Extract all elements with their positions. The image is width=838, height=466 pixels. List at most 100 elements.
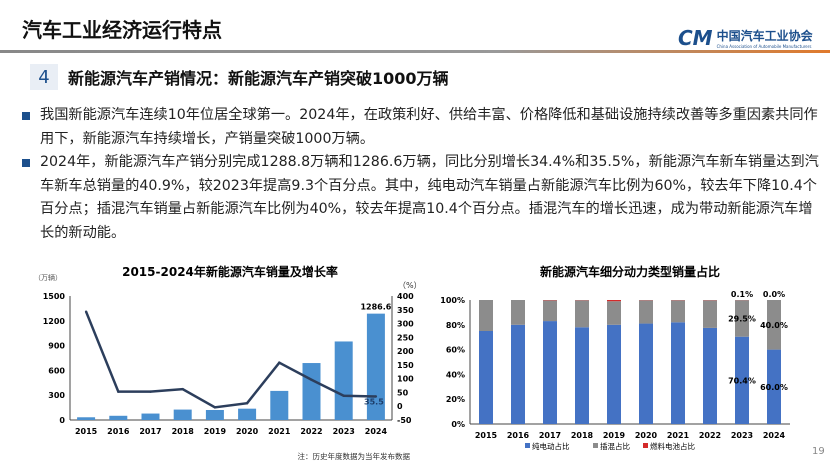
sales-bar: [205, 409, 224, 420]
y2-tick-label: 50: [397, 388, 409, 397]
chart-note: 注：历史年度数据为当年发布数据: [298, 451, 411, 461]
bullet-item: 2024年，新能源汽车产销分别完成1288.8万辆和1286.6万辆，同比分别增…: [20, 151, 820, 245]
data-label: 60.0%: [760, 383, 788, 392]
x-tick-label: 2023: [731, 431, 753, 440]
sales-bar: [302, 363, 321, 420]
section-heading: 4 新能源汽车产销情况：新能源汽车产销突破1000万辆: [30, 64, 449, 90]
legend-label: 纯电动占比: [532, 441, 570, 451]
y2-tick-label: 250: [397, 333, 414, 342]
y-tick-label: 600: [48, 366, 65, 375]
growth-point: [342, 394, 345, 397]
page-number: 19: [812, 446, 825, 457]
share-bar-segment: [479, 331, 493, 424]
share-bar-segment: [639, 300, 653, 324]
growth-point: [310, 378, 313, 381]
sales-bar: [77, 417, 96, 420]
share-bar-segment: [511, 324, 525, 424]
section-title: 新能源汽车产销情况：新能源汽车产销突破1000万辆: [68, 69, 449, 88]
share-bar-segment: [575, 300, 589, 328]
x-tick-label: 2017: [539, 431, 561, 440]
data-label: 40.0%: [760, 321, 788, 330]
share-bar-segment: [607, 300, 621, 302]
logo-cn: 中国汽车工业协会: [716, 29, 813, 43]
share-bar-segment: [703, 300, 717, 328]
share-bar-segment: [511, 300, 525, 325]
y-tick-label: 1200: [43, 317, 66, 326]
y-tick-label: 900: [48, 342, 65, 351]
share-bar-segment: [607, 324, 621, 424]
y-tick-label: 0%: [451, 420, 465, 429]
sales-bar: [238, 408, 257, 420]
share-bar-segment: [671, 322, 685, 424]
chart-title: 新能源汽车细分动力类型销量占比: [540, 264, 720, 279]
share-bar-segment: [607, 301, 621, 325]
growth-point: [213, 406, 217, 409]
sales-bar: [173, 409, 192, 420]
logo-en: China Association of Automobile Manufact…: [716, 44, 812, 49]
growth-point: [181, 387, 184, 391]
growth-point: [117, 390, 120, 393]
x-tick-label: 2022: [300, 427, 322, 436]
x-tick-label: 2022: [699, 431, 721, 440]
share-bar-segment: [735, 336, 749, 424]
share-bar-segment: [575, 327, 589, 424]
growth-point: [278, 361, 281, 364]
share-bar-segment: [767, 349, 781, 424]
data-label: 35.5: [364, 397, 384, 406]
y2-tick-label: 300: [397, 320, 414, 329]
data-label: 70.4%: [728, 376, 756, 385]
sales-bar: [270, 390, 289, 420]
caam-logo: CM 中国汽车工业协会 China Association of Automob…: [678, 26, 813, 50]
y-axis-label: （万辆）: [34, 273, 62, 282]
sales-bar: [141, 413, 160, 420]
y-tick-label: 1500: [43, 292, 66, 301]
legend-label: 燃料电池占比: [650, 441, 695, 451]
y-tick-label: 80%: [446, 321, 465, 330]
sales-growth-chart: 2015-2024年新能源汽车销量及增长率 （万辆） （%） 注：历史年度数据为…: [34, 264, 422, 461]
y2-tick-label: 200: [397, 347, 414, 356]
bullet-list: 我国新能源汽车连续10年位居全球第一。2024年，在政策利好、供给丰富、价格降低…: [20, 104, 820, 245]
y-tick-label: 40%: [446, 370, 465, 379]
legend-swatch: [525, 443, 530, 448]
section-number: 4: [30, 64, 58, 90]
header-title: 汽车工业经济运行特点: [22, 18, 222, 42]
x-tick-label: 2019: [204, 427, 227, 436]
share-bar-segment: [479, 300, 493, 331]
y2-tick-label: 150: [397, 361, 414, 370]
x-tick-label: 2024: [365, 427, 388, 436]
share-bar-segment: [703, 327, 717, 424]
data-label: 0.1%: [731, 290, 753, 299]
x-tick-label: 2017: [139, 427, 161, 436]
x-tick-label: 2015: [475, 431, 498, 440]
logo-mark: CM: [678, 26, 713, 50]
legend-label: 插混占比: [600, 441, 630, 451]
sales-bar: [334, 341, 353, 420]
y-tick-label: 300: [48, 391, 65, 400]
x-tick-label: 2020: [236, 427, 259, 436]
share-bar-segment: [543, 321, 557, 424]
growth-point: [374, 395, 378, 398]
growth-point: [149, 390, 152, 393]
y2-tick-label: 0: [397, 402, 403, 411]
share-bar-segment: [671, 300, 685, 323]
x-tick-label: 2021: [268, 427, 291, 436]
y2-axis-label: （%）: [398, 281, 422, 290]
y2-tick-label: -50: [397, 416, 412, 425]
x-tick-label: 2016: [507, 431, 530, 440]
y-tick-label: 100%: [440, 296, 465, 305]
x-tick-label: 2019: [603, 431, 626, 440]
data-label: 29.5%: [728, 314, 756, 323]
share-bar-segment: [639, 323, 653, 424]
x-tick-label: 2024: [763, 431, 786, 440]
header-divider: [0, 50, 830, 53]
sales-bar: [109, 415, 128, 420]
y2-tick-label: 100: [397, 375, 414, 384]
chart-title: 2015-2024年新能源汽车销量及增长率: [122, 264, 338, 279]
x-tick-label: 2020: [635, 431, 658, 440]
growth-rate-line: [84, 311, 376, 409]
x-tick-label: 2015: [75, 427, 98, 436]
x-tick-label: 2018: [172, 427, 195, 436]
sales-bar: [366, 313, 385, 420]
y-tick-label: 0: [59, 416, 65, 425]
data-label: 0.0%: [763, 290, 785, 299]
